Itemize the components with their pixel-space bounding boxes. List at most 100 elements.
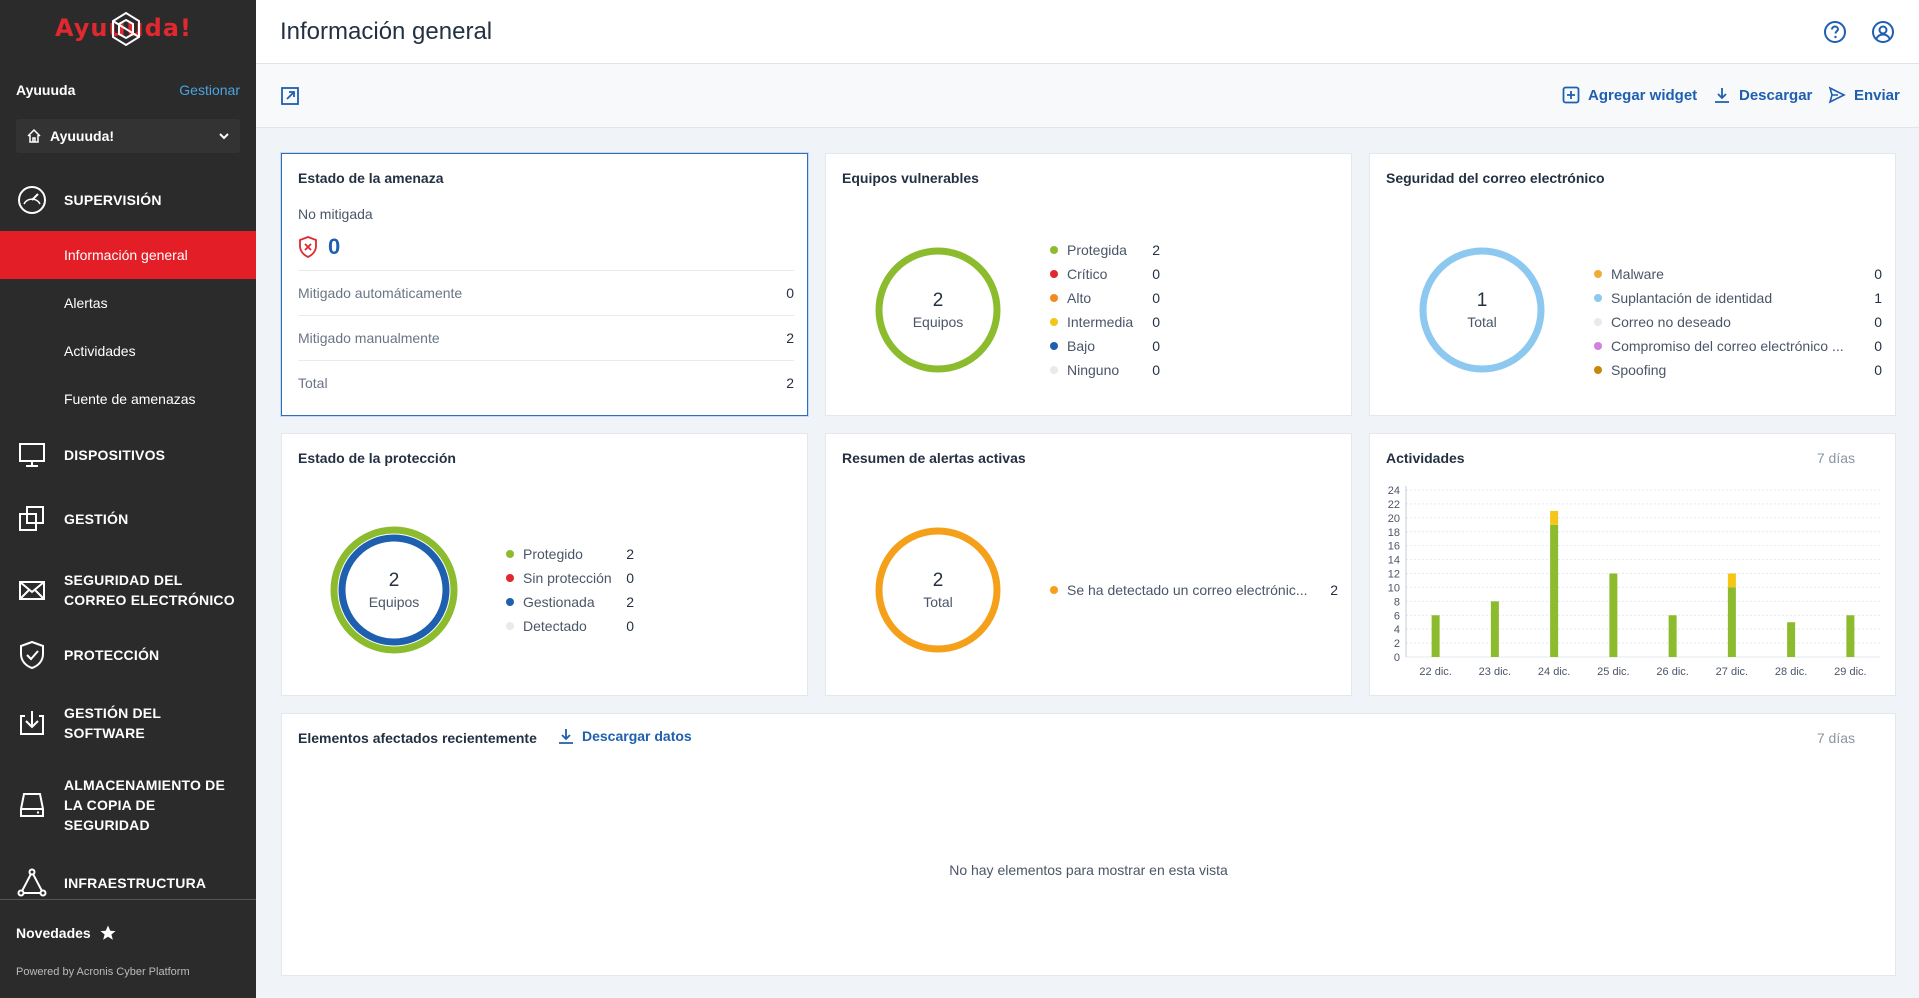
threat-row: Mitigado automáticamente 0 — [298, 270, 794, 315]
alerts-donut-chart — [875, 527, 1001, 653]
nav-label: SUPERVISIÓN — [64, 192, 162, 208]
download-label: Descargar — [1739, 86, 1813, 104]
legend-label: Ninguno — [1067, 362, 1120, 378]
add-widget-label: Agregar widget — [1588, 86, 1698, 104]
legend-value: 2 — [1330, 582, 1338, 598]
legend-label: Compromiso del correo electrónico ... — [1611, 338, 1844, 354]
widget-active-alerts[interactable]: Resumen de alertas activas 2 Total Se ha… — [825, 433, 1352, 696]
chart-bar — [1550, 510, 1559, 525]
legend-item: Crítico 0 — [1050, 262, 1160, 286]
vulnerable-donut-chart — [875, 247, 1001, 373]
legend-dot — [1050, 342, 1058, 350]
legend-label: Malware — [1611, 266, 1664, 282]
threat-row-value: 2 — [786, 375, 794, 391]
nav-software-management[interactable]: GESTIÓN DEL SOFTWARE — [0, 703, 256, 743]
widget-title: Actividades — [1386, 450, 1465, 466]
nav-sub-label: Alertas — [64, 295, 108, 311]
legend-label: Detectado — [523, 618, 587, 634]
chart-y-tick-label: 6 — [1394, 610, 1400, 622]
nav-supervision[interactable]: SUPERVISIÓN — [0, 183, 256, 217]
nav-management[interactable]: GESTIÓN — [0, 502, 256, 536]
plus-square-icon — [1562, 86, 1580, 104]
help-icon[interactable] — [1823, 20, 1847, 44]
widget-recently-affected[interactable]: Elementos afectados recientemente Descar… — [281, 713, 1896, 976]
legend-value: 0 — [1874, 314, 1882, 330]
widget-activities[interactable]: Actividades 7 días 0 2 4 6 8 10 12 14 16 18 20 22 24… — [1369, 433, 1896, 696]
nav-label: DISPOSITIVOS — [64, 447, 166, 463]
widget-email-security[interactable]: Seguridad del correo electrónico 1 Total… — [1369, 153, 1896, 416]
chart-bar — [1727, 587, 1736, 657]
legend-value: 0 — [1874, 362, 1882, 378]
chart-x-tick-label: 24 dic. — [1538, 666, 1570, 678]
legend-label: Crítico — [1067, 266, 1108, 282]
widget-title: Estado de la amenaza — [298, 170, 444, 186]
gauge-icon — [18, 186, 46, 214]
nav-sub-alerts[interactable]: Alertas — [0, 279, 256, 327]
network-icon — [17, 868, 47, 897]
logo[interactable]: Ayuuuda! — [55, 11, 205, 48]
nav-sub-threat-feed[interactable]: Fuente de amenazas — [0, 375, 256, 423]
nav-email-security[interactable]: SEGURIDAD DEL CORREO ELECTRÓNICO — [0, 570, 256, 610]
nav-label: PROTECCIÓN — [64, 647, 160, 663]
nav-sub-activities[interactable]: Actividades — [0, 327, 256, 375]
download-box-icon — [20, 711, 44, 735]
legend-label: Suplantación de identidad — [1611, 290, 1773, 306]
nav-sub-overview[interactable]: Información general — [0, 231, 256, 279]
chart-y-tick-label: 14 — [1388, 555, 1400, 567]
expand-icon[interactable] — [280, 86, 300, 106]
download-button[interactable]: Descargar — [1713, 86, 1812, 104]
donut-value: 2 — [932, 570, 944, 591]
legend-value: 0 — [1152, 266, 1160, 282]
widget-protection-status[interactable]: Estado de la protección 2 Equipos Proteg… — [281, 433, 808, 696]
widget-threat-status[interactable]: Estado de la amenaza No mitigada 0 Mitig… — [281, 153, 808, 416]
chart-bar — [1787, 622, 1796, 657]
legend-dot — [1050, 270, 1058, 278]
donut-label: Total — [923, 594, 953, 610]
nav-infrastructure[interactable]: INFRAESTRUCTURA — [0, 866, 256, 900]
nav-backup-storage[interactable]: ALMACENAMIENTO DE LA COPIA DE SEGURIDAD — [0, 775, 256, 835]
legend-dot — [1050, 246, 1058, 254]
shield-check-icon — [20, 640, 44, 670]
add-widget-button[interactable]: Agregar widget — [1562, 86, 1697, 104]
user-account-icon[interactable] — [1871, 20, 1895, 44]
nav-sub-label: Actividades — [64, 343, 136, 359]
chart-y-tick-label: 2 — [1394, 638, 1400, 650]
legend-label: Intermedia — [1067, 314, 1134, 330]
chart-x-tick-label: 22 dic. — [1419, 666, 1451, 678]
donut-center: 1 Total — [1417, 245, 1547, 375]
nav-devices[interactable]: DISPOSITIVOS — [0, 438, 256, 472]
legend-item: Bajo 0 — [1050, 334, 1160, 358]
manage-link[interactable]: Gestionar — [179, 82, 240, 98]
chart-bar — [1431, 615, 1440, 657]
chart-y-tick-label: 16 — [1388, 541, 1400, 553]
donut-value: 1 — [1476, 290, 1488, 311]
legend-dot — [1594, 318, 1602, 326]
widget-vulnerable-machines[interactable]: Equipos vulnerables 2 Equipos Protegida 2… — [825, 153, 1352, 416]
tenant-selector[interactable]: Ayuuuda! — [16, 119, 240, 153]
chart-y-tick-label: 12 — [1388, 569, 1400, 581]
nav-sub-label: Fuente de amenazas — [64, 391, 196, 407]
legend-value: 0 — [1152, 314, 1160, 330]
legend-label: Se ha detectado un correo electrónic... — [1067, 582, 1308, 598]
chart-x-tick-label: 26 dic. — [1656, 666, 1688, 678]
legend-item: Protegido 2 — [506, 542, 634, 566]
legend-item[interactable]: Se ha detectado un correo electrónic... 2 — [1050, 578, 1338, 602]
chart-x-tick-label: 27 dic. — [1716, 666, 1748, 678]
shield-x-icon — [299, 236, 317, 258]
legend-dot — [1594, 342, 1602, 350]
nav-protection[interactable]: PROTECCIÓN — [0, 638, 256, 672]
legend-value: 0 — [1152, 362, 1160, 378]
legend-value: 2 — [626, 594, 634, 610]
send-button[interactable]: Enviar — [1828, 86, 1900, 104]
legend-label: Spoofing — [1611, 362, 1667, 378]
legend-dot — [1594, 294, 1602, 302]
donut-label: Equipos — [912, 314, 964, 330]
legend-item: Intermedia 0 — [1050, 310, 1160, 334]
widget-period: 7 días — [1816, 730, 1855, 746]
star-icon — [100, 925, 116, 940]
legend-item: Alto 0 — [1050, 286, 1160, 310]
alerts-legend: Se ha detectado un correo electrónic... 2 — [1050, 578, 1338, 602]
protection-legend: Protegido 2 Sin protección 0 Gestionada 2 D… — [506, 542, 634, 638]
download-data-link[interactable]: Descargar datos — [558, 728, 692, 744]
news-link[interactable]: Novedades — [16, 924, 117, 942]
